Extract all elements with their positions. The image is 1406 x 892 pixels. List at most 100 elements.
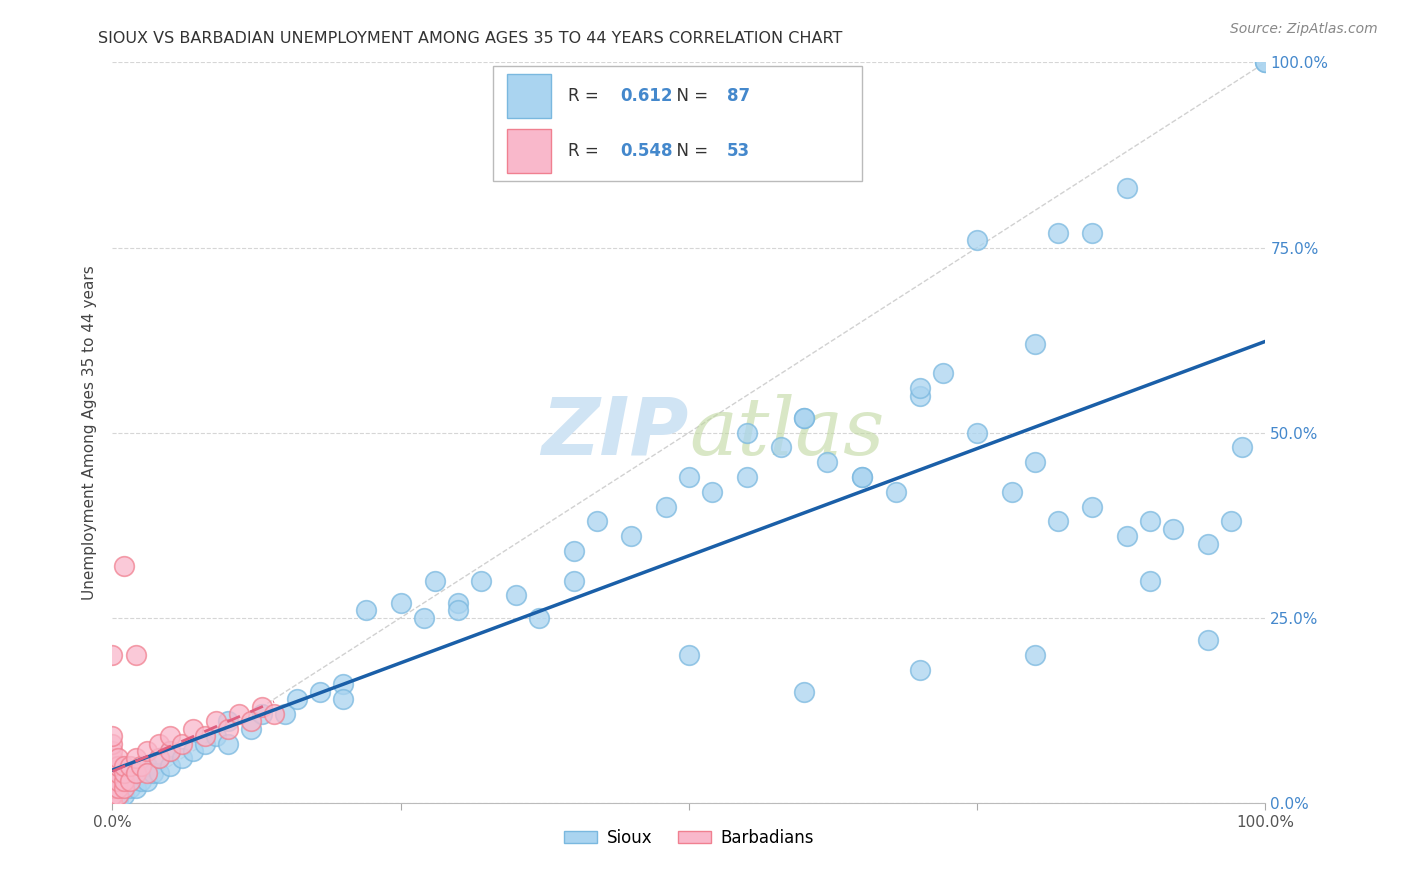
Point bbox=[129, 773, 153, 788]
Point bbox=[101, 796, 124, 810]
Point bbox=[1046, 226, 1069, 240]
Point bbox=[148, 737, 170, 751]
Point bbox=[112, 558, 135, 573]
Point bbox=[136, 744, 159, 758]
Point bbox=[1197, 536, 1219, 550]
Point bbox=[107, 789, 129, 803]
Point bbox=[1254, 55, 1277, 70]
Point bbox=[309, 685, 332, 699]
Point bbox=[1139, 515, 1161, 529]
Point bbox=[217, 722, 239, 736]
Point bbox=[966, 233, 988, 247]
Legend: Sioux, Barbadians: Sioux, Barbadians bbox=[557, 822, 821, 854]
Point bbox=[118, 773, 141, 788]
Point bbox=[107, 773, 129, 788]
Point bbox=[1219, 515, 1241, 529]
Point bbox=[274, 706, 297, 721]
Point bbox=[252, 699, 274, 714]
Point bbox=[1139, 574, 1161, 588]
Point bbox=[851, 470, 873, 484]
Point bbox=[585, 515, 607, 529]
Y-axis label: Unemployment Among Ages 35 to 44 years: Unemployment Among Ages 35 to 44 years bbox=[82, 265, 97, 600]
Point bbox=[101, 789, 124, 803]
Point bbox=[118, 773, 141, 788]
Point bbox=[620, 529, 643, 543]
Point bbox=[815, 455, 838, 469]
Point bbox=[228, 706, 250, 721]
Point bbox=[263, 706, 285, 721]
Point bbox=[118, 758, 141, 772]
Point bbox=[1254, 55, 1277, 70]
Point bbox=[101, 796, 124, 810]
Text: 0.548: 0.548 bbox=[620, 143, 672, 161]
Text: N =: N = bbox=[666, 143, 713, 161]
Point bbox=[124, 648, 146, 662]
Point bbox=[332, 692, 354, 706]
Point bbox=[101, 729, 124, 743]
Point bbox=[562, 544, 585, 558]
Point bbox=[101, 648, 124, 662]
Text: SIOUX VS BARBADIAN UNEMPLOYMENT AMONG AGES 35 TO 44 YEARS CORRELATION CHART: SIOUX VS BARBADIAN UNEMPLOYMENT AMONG AG… bbox=[98, 31, 842, 46]
Point bbox=[112, 773, 135, 788]
Point bbox=[1232, 441, 1254, 455]
Point bbox=[159, 744, 181, 758]
Point bbox=[159, 758, 181, 772]
Point bbox=[527, 610, 550, 624]
Point bbox=[217, 714, 239, 729]
Point bbox=[735, 425, 758, 440]
Point bbox=[1081, 500, 1104, 514]
Point bbox=[194, 737, 217, 751]
Point bbox=[101, 796, 124, 810]
Point bbox=[205, 729, 228, 743]
Text: ZIP: ZIP bbox=[541, 393, 689, 472]
Point bbox=[101, 751, 124, 765]
Point bbox=[886, 484, 908, 499]
Point bbox=[107, 792, 129, 806]
Point bbox=[562, 574, 585, 588]
FancyBboxPatch shape bbox=[494, 66, 862, 181]
Point bbox=[159, 744, 181, 758]
Point bbox=[112, 766, 135, 780]
Point bbox=[678, 648, 700, 662]
Point bbox=[112, 780, 135, 795]
Bar bbox=[506, 73, 551, 118]
Point bbox=[655, 500, 678, 514]
Point bbox=[505, 589, 527, 603]
Point bbox=[136, 758, 159, 772]
Point bbox=[107, 758, 129, 772]
Point bbox=[136, 773, 159, 788]
Point bbox=[101, 780, 124, 795]
Point bbox=[332, 677, 354, 691]
Point bbox=[107, 766, 129, 780]
Point bbox=[1046, 515, 1069, 529]
Point bbox=[793, 685, 815, 699]
Point bbox=[101, 780, 124, 795]
Point bbox=[101, 796, 124, 810]
Point bbox=[124, 751, 146, 765]
Text: 53: 53 bbox=[727, 143, 751, 161]
Point bbox=[447, 596, 470, 610]
Point bbox=[136, 766, 159, 780]
Point bbox=[101, 780, 124, 795]
Point bbox=[107, 751, 129, 765]
Point bbox=[735, 470, 758, 484]
Text: N =: N = bbox=[666, 87, 713, 104]
Point bbox=[101, 758, 124, 772]
Bar bbox=[506, 129, 551, 173]
Point bbox=[112, 789, 135, 803]
Point bbox=[389, 596, 412, 610]
Point bbox=[101, 796, 124, 810]
Point bbox=[159, 729, 181, 743]
Point bbox=[908, 388, 931, 402]
Point bbox=[851, 470, 873, 484]
Text: 87: 87 bbox=[727, 87, 751, 104]
Point bbox=[124, 766, 146, 780]
Point bbox=[107, 789, 129, 803]
Point bbox=[425, 574, 447, 588]
Point bbox=[1161, 522, 1184, 536]
Point bbox=[101, 796, 124, 810]
Point bbox=[447, 603, 470, 617]
Point bbox=[181, 722, 204, 736]
Point bbox=[678, 470, 700, 484]
Point bbox=[101, 796, 124, 810]
